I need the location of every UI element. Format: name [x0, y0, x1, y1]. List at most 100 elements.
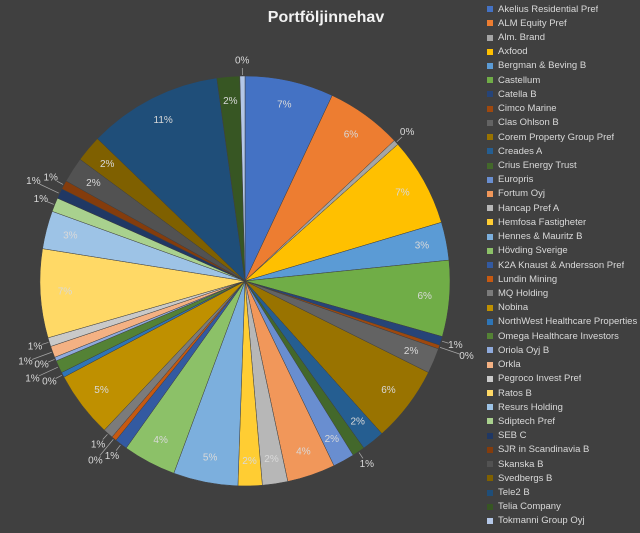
- data-label-clas-ohlson-b: 2%: [404, 346, 419, 357]
- legend-item-orkla[interactable]: Orkla: [485, 357, 637, 371]
- legend-label: Orkla: [498, 359, 521, 371]
- legend: Akelius Residential Pref ALM Equity Pref A…: [485, 2, 637, 528]
- legend-swatch: [487, 475, 493, 482]
- legend-item-europris[interactable]: Europris: [485, 173, 637, 187]
- legend-item-nobina[interactable]: Nobina: [485, 301, 637, 315]
- legend-label: Crius Energy Trust: [498, 160, 577, 172]
- legend-item-hancap-pref-a[interactable]: Hancap Pref A: [485, 201, 637, 215]
- legend-item-akelius-residential-pref[interactable]: Akelius Residential Pref: [485, 2, 637, 16]
- legend-item-tokmanni-group-oyj[interactable]: Tokmanni Group Oyj: [485, 514, 637, 528]
- legend-item-crius-energy-trust[interactable]: Crius Energy Trust: [485, 158, 637, 172]
- legend-item-oriola-oyj-b[interactable]: Oriola Oyj B: [485, 343, 637, 357]
- legend-item-alm-equity-pref[interactable]: ALM Equity Pref: [485, 16, 637, 30]
- legend-label: Castellum: [498, 74, 541, 86]
- legend-item-bergman-beving-b[interactable]: Bergman & Beving B: [485, 59, 637, 73]
- legend-label: Svedbergs B: [498, 472, 553, 484]
- legend-label: Hancap Pref A: [498, 202, 560, 214]
- legend-label: MQ Holding: [498, 287, 549, 299]
- legend-item-tele2-b[interactable]: Tele2 B: [485, 485, 637, 499]
- legend-item-svedbergs-b[interactable]: Svedbergs B: [485, 471, 637, 485]
- leader-line-crius-energy-trust: [358, 452, 364, 459]
- legend-label: Hövding Sverige: [498, 245, 568, 257]
- legend-label: Axfood: [498, 46, 528, 58]
- legend-swatch: [487, 390, 493, 397]
- pie-slice-tokmanni-group-oyj[interactable]: [239, 75, 246, 282]
- legend-swatch: [487, 176, 493, 183]
- legend-label: Sdiptech Pref: [498, 415, 556, 427]
- leader-line-cimco-marine: [439, 347, 461, 355]
- data-label-seb-c: 1%: [26, 176, 41, 187]
- legend-item-cimco-marine[interactable]: Cimco Marine: [485, 102, 637, 116]
- data-label-alm-equity-pref: 6%: [344, 130, 359, 141]
- legend-item-fortum-oyj[interactable]: Fortum Oyj: [485, 187, 637, 201]
- legend-item-clas-ohlson-b[interactable]: Clas Ohlson B: [485, 116, 637, 130]
- legend-swatch: [487, 91, 493, 98]
- legend-swatch: [487, 48, 493, 55]
- data-label-sdiptech-pref: 1%: [34, 194, 49, 205]
- data-label-hemfosa-fastigheter: 2%: [242, 456, 257, 467]
- legend-item-seb-c[interactable]: SEB C: [485, 429, 637, 443]
- legend-item-castellum[interactable]: Castellum: [485, 73, 637, 87]
- legend-swatch: [487, 432, 493, 439]
- data-label-k2a-knaust-andersson-pref: 1%: [105, 451, 120, 462]
- data-label-telia-company: 2%: [223, 96, 238, 107]
- data-label-crius-energy-trust: 1%: [360, 459, 375, 470]
- legend-swatch: [487, 503, 493, 510]
- legend-item-ratos-b[interactable]: Ratos B: [485, 386, 637, 400]
- data-label-bergman-beving-b: 3%: [415, 240, 430, 251]
- legend-item-lundin-mining[interactable]: Lundin Mining: [485, 272, 637, 286]
- legend-swatch: [487, 375, 493, 382]
- legend-label: Akelius Residential Pref: [498, 3, 599, 15]
- data-label-corem-property-group-pref: 6%: [381, 385, 396, 396]
- legend-item-skanska-b[interactable]: Skanska B: [485, 457, 637, 471]
- data-label-orkla: 1%: [18, 357, 33, 368]
- leader-line-orkla: [31, 351, 52, 360]
- legend-item-omega-healthcare-investors[interactable]: Omega Healthcare Investors: [485, 329, 637, 343]
- legend-label: Nobina: [498, 302, 529, 314]
- legend-item-h-vding-sverige[interactable]: Hövding Sverige: [485, 244, 637, 258]
- data-label-europris: 2%: [325, 434, 340, 445]
- leader-line-sjr-in-scandinavia-b: [56, 180, 64, 185]
- legend-label: Oriola Oyj B: [498, 344, 550, 356]
- legend-item-k2a-knaust-andersson-pref[interactable]: K2A Knaust & Andersson Pref: [485, 258, 637, 272]
- data-label-ratos-b: 7%: [58, 287, 73, 298]
- leader-line-k2a-knaust-andersson-pref: [115, 444, 121, 451]
- legend-label: Ratos B: [498, 387, 532, 399]
- legend-item-sjr-in-scandinavia-b[interactable]: SJR in Scandinavia B: [485, 443, 637, 457]
- pie-slice-tele2-b[interactable]: [97, 77, 246, 282]
- legend-item-alm-brand[interactable]: Alm. Brand: [485, 30, 637, 44]
- legend-label: Tele2 B: [498, 487, 530, 499]
- legend-swatch: [487, 347, 493, 354]
- data-label-alm-brand: 0%: [400, 127, 415, 138]
- legend-swatch: [487, 333, 493, 340]
- legend-swatch: [487, 148, 493, 155]
- legend-item-catella-b[interactable]: Catella B: [485, 87, 637, 101]
- legend-item-creades-a[interactable]: Creades A: [485, 144, 637, 158]
- data-label-h-vding-sverige: 4%: [153, 435, 168, 446]
- legend-item-telia-company[interactable]: Telia Company: [485, 500, 637, 514]
- legend-item-hennes-mauritz-b[interactable]: Hennes & Mauritz B: [485, 230, 637, 244]
- legend-item-pegroco-invest-pref[interactable]: Pegroco Invest Pref: [485, 372, 637, 386]
- data-label-creades-a: 2%: [350, 417, 365, 428]
- legend-swatch: [487, 34, 493, 41]
- leader-line-alm-brand: [396, 136, 403, 143]
- data-label-catella-b: 1%: [448, 340, 463, 351]
- legend-swatch: [487, 233, 493, 240]
- legend-item-resurs-holding[interactable]: Resurs Holding: [485, 400, 637, 414]
- legend-swatch: [487, 134, 493, 141]
- leader-line-sdiptech-pref: [47, 201, 54, 205]
- legend-label: Hennes & Mauritz B: [498, 231, 583, 243]
- legend-swatch: [487, 318, 493, 325]
- leader-line-pegroco-invest-pref: [41, 342, 49, 345]
- legend-item-corem-property-group-pref[interactable]: Corem Property Group Pref: [485, 130, 637, 144]
- legend-label: Corem Property Group Pref: [498, 131, 615, 143]
- legend-swatch: [487, 304, 493, 311]
- legend-item-mq-holding[interactable]: MQ Holding: [485, 286, 637, 300]
- legend-item-hemfosa-fastigheter[interactable]: Hemfosa Fastigheter: [485, 215, 637, 229]
- data-label-skanska-b: 2%: [86, 178, 101, 189]
- data-label-oriola-oyj-b: 0%: [34, 359, 49, 370]
- pie-slices: [39, 75, 451, 487]
- legend-item-northwest-healthcare-properties[interactable]: NorthWest Healthcare Properties: [485, 315, 637, 329]
- legend-item-sdiptech-pref[interactable]: Sdiptech Pref: [485, 414, 637, 428]
- legend-item-axfood[interactable]: Axfood: [485, 45, 637, 59]
